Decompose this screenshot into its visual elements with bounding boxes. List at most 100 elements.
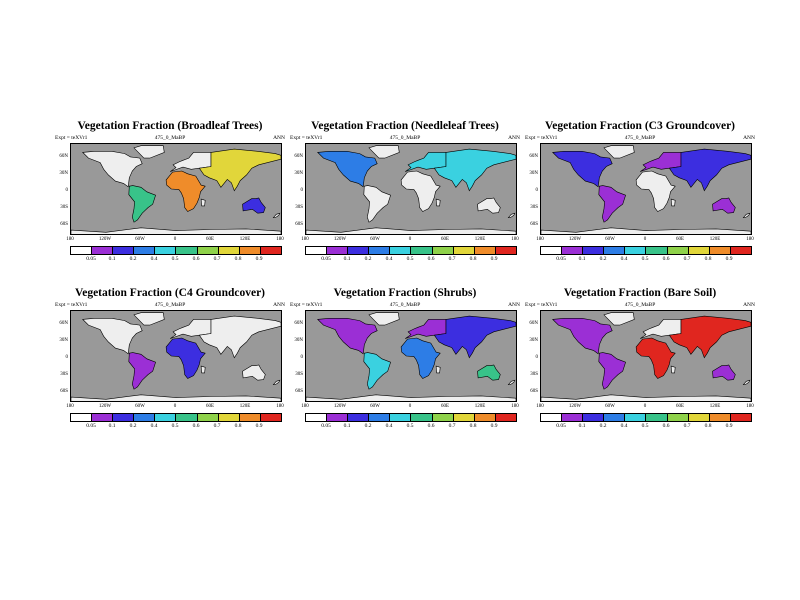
colorbar-swatch — [474, 414, 496, 421]
landmass-as — [668, 148, 751, 192]
colorbar-swatch — [583, 247, 605, 254]
lon-tick-label: 120W — [333, 237, 347, 242]
colorbar-label: 0.1 — [343, 423, 351, 429]
landmass-sa — [363, 352, 391, 390]
colorbar-label: 0.05 — [556, 423, 566, 429]
expt-label: Expt = teXVr1 — [525, 135, 558, 141]
colorbar-swatch — [625, 414, 647, 421]
colorbar-swatch — [92, 414, 114, 421]
lat-tick-label: 30S — [295, 371, 303, 377]
lon-tick-label: 60E — [675, 404, 685, 409]
colorbar-swatch — [348, 414, 370, 421]
colorbar-swatch — [562, 247, 584, 254]
colorbar-label: 0.4 — [385, 423, 393, 429]
landmass-sa — [363, 185, 391, 223]
landmass-na — [82, 318, 143, 355]
lat-tick-label: 60S — [60, 221, 68, 227]
colorbar-label: 0.9 — [490, 423, 498, 429]
map-panel-bare: Vegetation Fraction (Bare Soil) Expt = te… — [525, 287, 755, 457]
lon-tick-label: 60E — [205, 237, 215, 242]
landmass-mg — [670, 365, 676, 374]
colorbar-swatch — [541, 247, 563, 254]
landmass-as — [433, 148, 516, 192]
colorbar-swatch — [432, 414, 454, 421]
landmass-au — [712, 197, 736, 214]
colorbar-swatch — [667, 414, 689, 421]
landmass-an — [541, 394, 751, 401]
landmass-au — [242, 364, 266, 381]
colorbar-label: 0.9 — [255, 256, 263, 262]
lat-tick-label: 0 — [300, 354, 304, 360]
panel-title: Vegetation Fraction (C3 Groundcover) — [544, 120, 736, 132]
colorbar-label: 0.6 — [427, 256, 435, 262]
landmass-nz — [272, 212, 281, 218]
landmass-au — [477, 364, 501, 381]
colorbar-swatch — [155, 414, 177, 421]
landmass-as — [433, 315, 516, 359]
colorbar-swatch — [390, 414, 412, 421]
colorbar-label: 0.8 — [704, 423, 712, 429]
colorbar-swatch — [604, 414, 626, 421]
colorbar-label: 0.8 — [469, 423, 477, 429]
lon-tick-label: 60W — [135, 404, 145, 409]
landmass-af — [165, 337, 206, 379]
map-panel-shrubs: Vegetation Fraction (Shrubs) Expt = teXVr… — [290, 287, 520, 457]
lon-tick-label: 0 — [643, 404, 647, 409]
landmass-na — [552, 318, 613, 355]
expt-label: Expt = teXVr1 — [290, 302, 323, 308]
colorbar-swatch — [176, 247, 198, 254]
landmass-as — [198, 148, 281, 192]
colorbar-swatch — [327, 247, 349, 254]
season-label: ANN — [508, 302, 520, 308]
lon-tick-label: 180 — [276, 237, 284, 242]
colorbar-swatch — [71, 247, 93, 254]
colorbar-swatch — [709, 414, 731, 421]
colorbar-label: 0.2 — [599, 423, 607, 429]
landmass-mg — [670, 198, 676, 207]
colorbar-label: 0.4 — [150, 256, 158, 262]
lat-tick-label: 0 — [65, 354, 69, 360]
colorbar-label: 0.6 — [662, 256, 670, 262]
colorbar-label: 0.5 — [171, 256, 179, 262]
colorbar-swatch — [113, 414, 135, 421]
map-area — [70, 143, 282, 235]
lat-tick-label: 60N — [294, 154, 303, 160]
lat-tick-label: 60S — [295, 388, 303, 394]
landmass-gr — [133, 312, 165, 326]
colorbar-label: 0.1 — [578, 423, 586, 429]
colorbar-swatch — [218, 247, 240, 254]
map-panel-needleleaf: Vegetation Fraction (Needleleaf Trees) Ex… — [290, 120, 520, 290]
colorbar-label: 0.4 — [385, 256, 393, 262]
colorbar-label: 0.7 — [683, 256, 691, 262]
colorbar-swatch — [134, 247, 156, 254]
colorbar-swatch — [218, 414, 240, 421]
lon-tick-label: 180 — [746, 404, 754, 409]
lat-tick-label: 60S — [60, 388, 68, 394]
season-label: ANN — [743, 302, 755, 308]
map-area — [540, 143, 752, 235]
lon-tick-label: 180 — [301, 404, 309, 409]
landmass-mg — [435, 365, 441, 374]
lon-tick-label: 60W — [370, 237, 380, 242]
lat-tick-label: 60S — [295, 221, 303, 227]
colorbar-swatch — [583, 414, 605, 421]
colorbar-swatch — [113, 247, 135, 254]
landmass-af — [400, 337, 441, 379]
landmass-mg — [200, 198, 206, 207]
colorbar-swatch — [453, 247, 475, 254]
colorbar-label: 0.8 — [234, 423, 242, 429]
colorbar-label: 0.5 — [406, 423, 414, 429]
colorbar-swatch — [453, 414, 475, 421]
lon-tick-label: 120E — [709, 237, 721, 242]
map-area — [305, 143, 517, 235]
landmass-nz — [507, 212, 516, 218]
colorbar-swatch — [730, 247, 751, 254]
season-label: ANN — [508, 135, 520, 141]
lat-tick-label: 30N — [529, 170, 538, 176]
colorbar-swatch — [239, 414, 261, 421]
lat-tick-label: 60S — [530, 221, 538, 227]
landmass-as — [198, 315, 281, 359]
landmass-sa — [128, 185, 156, 223]
map-svg — [306, 312, 516, 401]
colorbar-label: 0.05 — [321, 256, 331, 262]
